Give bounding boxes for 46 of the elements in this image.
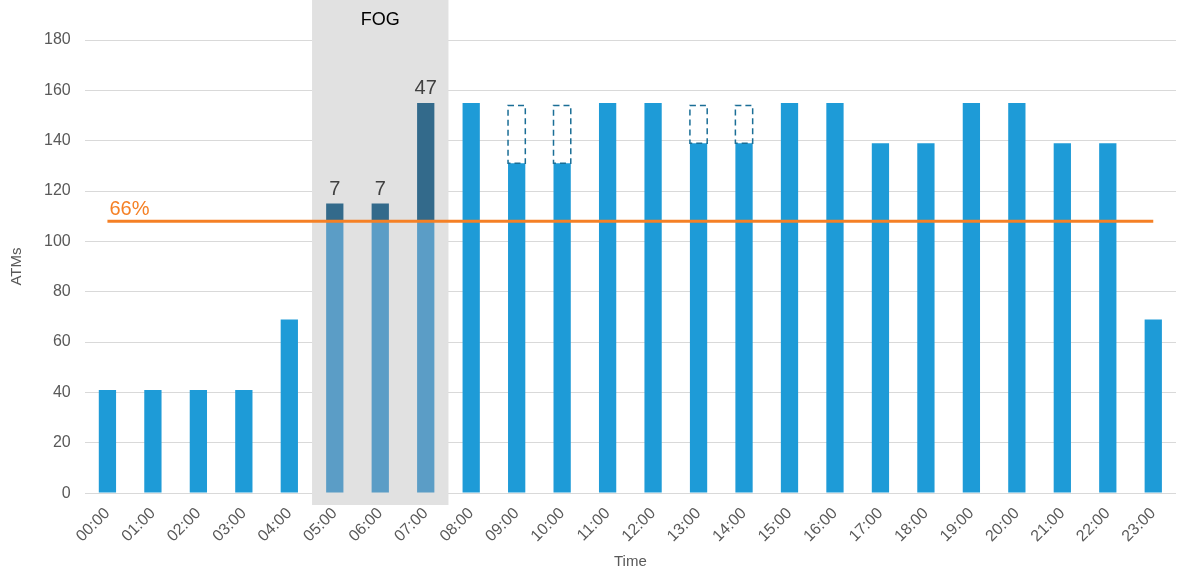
bar <box>689 104 708 144</box>
y-tick-label: 140 <box>43 131 71 149</box>
bar <box>735 143 753 493</box>
band-label: FOG <box>360 8 400 29</box>
bar <box>462 102 480 493</box>
bar <box>508 163 526 493</box>
bar <box>144 389 162 493</box>
data-label: 7 <box>329 177 341 200</box>
bar <box>598 102 617 493</box>
bar <box>98 389 117 493</box>
y-tick-label: 120 <box>43 181 71 199</box>
bar <box>689 143 708 493</box>
bar <box>326 221 344 493</box>
y-tick-label: 40 <box>52 382 71 400</box>
y-axis-title: ATMs <box>7 247 25 286</box>
bar <box>734 104 754 144</box>
bar <box>962 102 981 493</box>
bar <box>189 389 208 493</box>
bar <box>371 221 389 493</box>
bar <box>780 102 799 493</box>
bar <box>917 143 935 493</box>
y-tick-label: 100 <box>43 231 71 249</box>
bar <box>417 221 435 493</box>
bar <box>552 104 572 165</box>
x-axis-title: Time <box>613 552 647 570</box>
annotation: 66% <box>109 196 150 219</box>
y-tick-label: 0 <box>61 483 71 501</box>
bar <box>417 102 435 222</box>
data-label: 7 <box>374 177 386 200</box>
bar <box>1008 102 1026 493</box>
y-tick-label: 180 <box>43 30 71 48</box>
bar <box>1144 319 1162 493</box>
bar <box>1053 143 1071 493</box>
bar <box>553 163 571 493</box>
bar <box>826 102 844 493</box>
bar <box>507 104 527 165</box>
bar <box>235 389 253 493</box>
bar <box>871 143 890 493</box>
y-tick-label: 20 <box>52 433 71 451</box>
y-tick-label: 60 <box>52 332 71 350</box>
bar <box>280 319 298 493</box>
data-label: 47 <box>414 76 437 99</box>
y-tick-label: 160 <box>43 80 71 98</box>
bar <box>1099 143 1117 493</box>
bar <box>644 102 662 493</box>
y-tick-label: 80 <box>52 282 71 300</box>
